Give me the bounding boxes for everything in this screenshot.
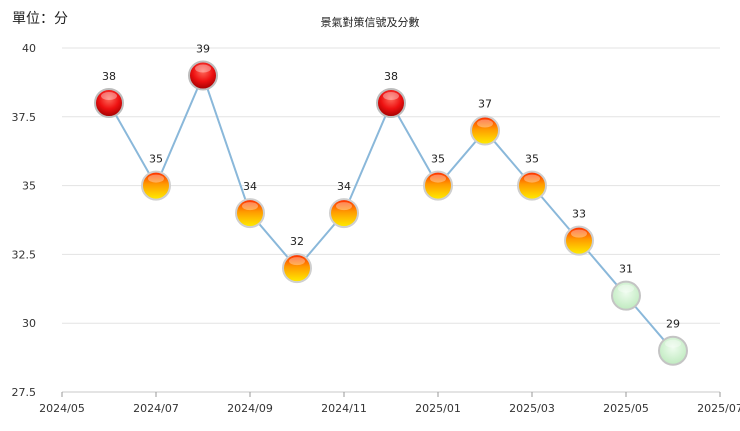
data-label: 35 (525, 153, 539, 166)
point-highlight (618, 284, 634, 293)
data-point-yellow-red-signal (235, 198, 265, 229)
point-highlight (383, 92, 399, 101)
data-label: 34 (337, 180, 351, 193)
point-highlight (477, 119, 493, 128)
x-tick-label: 2024/07 (133, 402, 179, 415)
y-tick-label: 37.5 (12, 111, 37, 124)
x-tick-label: 2024/11 (321, 402, 367, 415)
x-tick-label: 2025/05 (603, 402, 649, 415)
data-label: 35 (431, 153, 445, 166)
x-tick-label: 2025/07 (697, 402, 740, 415)
data-point-yellow-red-signal (141, 170, 171, 201)
y-tick-label: 35 (22, 180, 36, 193)
data-label: 34 (243, 180, 257, 193)
y-tick-label: 40 (22, 42, 36, 55)
data-label: 35 (149, 153, 163, 166)
data-label: 37 (478, 98, 492, 111)
point-highlight (101, 92, 117, 101)
data-label: 32 (290, 235, 304, 248)
data-label: 29 (666, 318, 680, 331)
point-highlight (336, 202, 352, 211)
data-point-red-signal (376, 88, 406, 119)
data-point-yellow-red-signal (470, 115, 500, 146)
data-point-red-signal (94, 88, 124, 119)
point-highlight (195, 64, 211, 73)
data-point-red-signal (188, 60, 218, 91)
point-highlight (665, 339, 681, 348)
data-label: 38 (102, 70, 116, 83)
point-highlight (524, 174, 540, 183)
y-tick-label: 30 (22, 317, 36, 330)
x-tick-label: 2024/05 (39, 402, 85, 415)
point-highlight (430, 174, 446, 183)
data-label: 39 (196, 43, 210, 56)
data-label: 38 (384, 70, 398, 83)
data-point-green-signal (611, 280, 641, 311)
unit-label: 單位：分 (12, 11, 68, 27)
data-point-yellow-red-signal (423, 170, 453, 201)
data-point-yellow-red-signal (282, 253, 312, 284)
x-tick-label: 2025/01 (415, 402, 461, 415)
data-point-green-signal (658, 335, 688, 366)
point-highlight (242, 202, 258, 211)
y-tick-label: 27.5 (12, 386, 37, 399)
data-point-yellow-red-signal (329, 198, 359, 229)
chart-title: 景氣對策信號及分數 (320, 16, 420, 29)
data-point-yellow-red-signal (517, 170, 547, 201)
data-label: 33 (572, 208, 586, 221)
data-label: 31 (619, 263, 633, 276)
point-highlight (148, 174, 164, 183)
x-tick-label: 2024/09 (227, 402, 273, 415)
y-tick-label: 32.5 (12, 248, 37, 261)
x-tick-label: 2025/03 (509, 402, 555, 415)
data-point-yellow-red-signal (564, 225, 594, 256)
point-highlight (289, 257, 305, 266)
point-highlight (571, 229, 587, 238)
